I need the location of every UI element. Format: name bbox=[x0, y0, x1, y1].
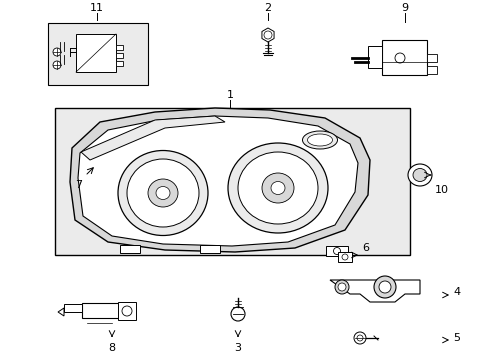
Ellipse shape bbox=[262, 173, 293, 203]
Bar bbox=[76, 34, 116, 72]
Text: 5: 5 bbox=[452, 333, 459, 343]
Ellipse shape bbox=[307, 134, 332, 146]
Bar bbox=[116, 53, 123, 58]
Text: 1: 1 bbox=[226, 90, 233, 100]
Circle shape bbox=[230, 307, 244, 321]
Ellipse shape bbox=[118, 150, 207, 235]
Text: 10: 10 bbox=[434, 185, 448, 195]
Polygon shape bbox=[81, 116, 224, 160]
Bar bbox=[426, 54, 436, 62]
Ellipse shape bbox=[302, 131, 337, 149]
Text: 7: 7 bbox=[75, 180, 82, 190]
Text: 2: 2 bbox=[264, 3, 271, 13]
Bar bbox=[200, 245, 220, 253]
Bar bbox=[55, 108, 409, 255]
Ellipse shape bbox=[270, 181, 285, 194]
Text: 11: 11 bbox=[90, 3, 104, 13]
Ellipse shape bbox=[156, 186, 170, 199]
Circle shape bbox=[53, 48, 61, 56]
Text: 8: 8 bbox=[108, 343, 115, 353]
Bar bbox=[82, 303, 122, 318]
Polygon shape bbox=[262, 28, 273, 42]
Bar bbox=[64, 304, 82, 312]
Ellipse shape bbox=[412, 168, 426, 181]
Bar bbox=[381, 40, 426, 75]
Bar bbox=[337, 252, 351, 262]
Circle shape bbox=[334, 280, 348, 294]
Polygon shape bbox=[78, 116, 357, 246]
Text: 9: 9 bbox=[401, 3, 408, 13]
Bar bbox=[120, 245, 140, 253]
Bar bbox=[367, 46, 381, 68]
Circle shape bbox=[264, 31, 271, 39]
Circle shape bbox=[122, 306, 132, 316]
Ellipse shape bbox=[407, 164, 431, 186]
Circle shape bbox=[373, 276, 395, 298]
Text: 4: 4 bbox=[452, 287, 459, 297]
Circle shape bbox=[337, 283, 346, 291]
Text: 6: 6 bbox=[361, 243, 368, 253]
Polygon shape bbox=[329, 280, 419, 302]
Circle shape bbox=[378, 281, 390, 293]
Bar bbox=[325, 246, 347, 256]
Ellipse shape bbox=[227, 143, 327, 233]
Ellipse shape bbox=[127, 159, 199, 227]
Bar bbox=[426, 66, 436, 74]
Circle shape bbox=[53, 61, 61, 69]
Polygon shape bbox=[70, 108, 369, 252]
Bar bbox=[48, 23, 148, 85]
Bar bbox=[116, 45, 123, 50]
Polygon shape bbox=[58, 308, 64, 316]
Circle shape bbox=[341, 254, 347, 260]
Circle shape bbox=[394, 53, 404, 63]
Ellipse shape bbox=[238, 152, 317, 224]
Text: 3: 3 bbox=[234, 343, 241, 353]
Ellipse shape bbox=[148, 179, 178, 207]
Bar bbox=[116, 61, 123, 66]
Bar bbox=[118, 302, 136, 320]
Circle shape bbox=[353, 332, 365, 344]
Circle shape bbox=[333, 248, 340, 255]
Circle shape bbox=[356, 335, 362, 341]
